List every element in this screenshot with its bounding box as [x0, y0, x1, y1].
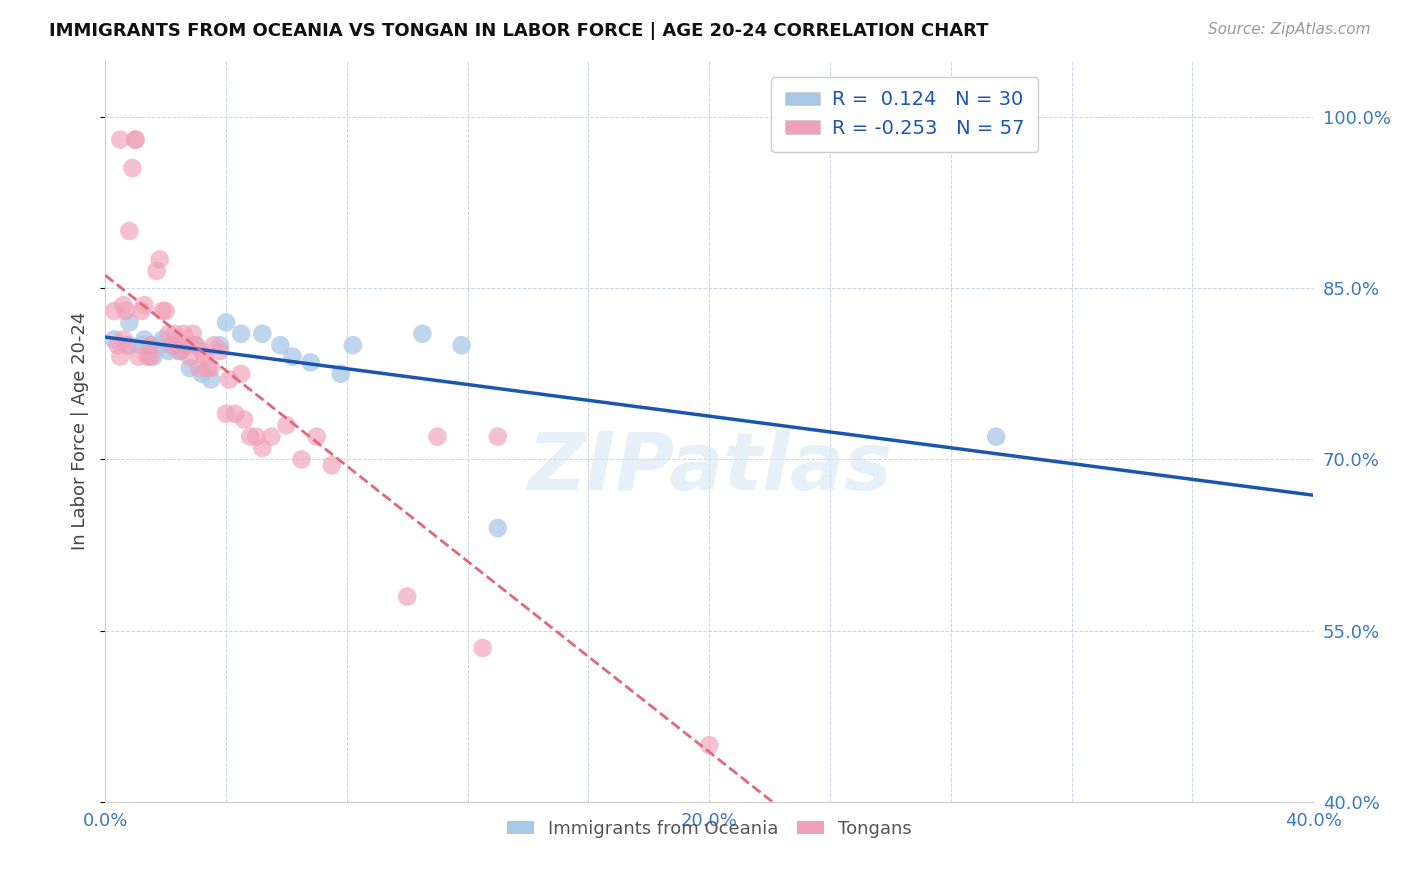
Point — [170, 343, 193, 358]
Point — [115, 304, 138, 318]
Point — [450, 338, 472, 352]
Point — [245, 430, 267, 444]
Point — [176, 338, 198, 352]
Point — [166, 343, 188, 358]
Point — [290, 452, 312, 467]
Point — [239, 430, 262, 444]
Point — [281, 350, 304, 364]
Point — [155, 304, 177, 318]
Point — [152, 333, 174, 347]
Point — [215, 407, 238, 421]
Point — [110, 132, 132, 146]
Point — [194, 350, 217, 364]
Point — [396, 590, 419, 604]
Point — [121, 161, 143, 176]
Point — [321, 458, 343, 473]
Point — [191, 367, 214, 381]
Point — [191, 343, 214, 358]
Point — [252, 441, 274, 455]
Point — [166, 338, 188, 352]
Point — [260, 430, 283, 444]
Point — [215, 315, 238, 329]
Point — [986, 430, 1008, 444]
Point — [148, 252, 170, 267]
Point — [200, 372, 222, 386]
Point — [115, 338, 138, 352]
Point — [145, 264, 167, 278]
Point — [486, 430, 509, 444]
Point — [127, 350, 149, 364]
Point — [173, 326, 195, 341]
Point — [112, 298, 135, 312]
Point — [202, 338, 225, 352]
Point — [118, 338, 141, 352]
Point — [471, 640, 494, 655]
Point — [208, 338, 231, 352]
Point — [170, 343, 193, 358]
Point — [184, 338, 207, 352]
Point — [224, 407, 246, 421]
Point — [139, 350, 162, 364]
Point — [197, 361, 219, 376]
Point — [252, 326, 274, 341]
Point — [157, 326, 180, 341]
Point — [184, 338, 207, 352]
Point — [112, 333, 135, 347]
Point — [160, 338, 183, 352]
Point — [110, 350, 132, 364]
Point — [697, 738, 720, 752]
Point — [105, 338, 128, 352]
Text: IMMIGRANTS FROM OCEANIA VS TONGAN IN LABOR FORCE | AGE 20-24 CORRELATION CHART: IMMIGRANTS FROM OCEANIA VS TONGAN IN LAB… — [49, 22, 988, 40]
Point — [131, 338, 153, 352]
Point — [152, 304, 174, 318]
Point — [305, 430, 328, 444]
Point — [229, 367, 252, 381]
Point — [276, 418, 298, 433]
Point — [103, 333, 125, 347]
Point — [160, 338, 183, 352]
Point — [229, 326, 252, 341]
Point — [131, 304, 153, 318]
Point — [233, 412, 256, 426]
Point — [118, 315, 141, 329]
Point — [118, 224, 141, 238]
Point — [218, 372, 240, 386]
Point — [179, 361, 201, 376]
Point — [299, 355, 322, 369]
Text: ZIPatlas: ZIPatlas — [527, 429, 891, 507]
Point — [269, 338, 291, 352]
Point — [411, 326, 433, 341]
Point — [136, 350, 159, 364]
Point — [208, 343, 231, 358]
Point — [134, 298, 156, 312]
Point — [200, 361, 222, 376]
Point — [139, 338, 162, 352]
Text: Source: ZipAtlas.com: Source: ZipAtlas.com — [1208, 22, 1371, 37]
Point — [181, 326, 204, 341]
Legend: Immigrants from Oceania, Tongans: Immigrants from Oceania, Tongans — [499, 813, 920, 846]
Point — [163, 326, 186, 341]
Y-axis label: In Labor Force | Age 20-24: In Labor Force | Age 20-24 — [72, 311, 89, 550]
Point — [187, 361, 209, 376]
Point — [426, 430, 449, 444]
Point — [486, 521, 509, 535]
Point — [124, 132, 146, 146]
Point — [103, 304, 125, 318]
Point — [134, 333, 156, 347]
Point — [142, 350, 165, 364]
Point — [329, 367, 352, 381]
Point — [179, 350, 201, 364]
Point — [148, 338, 170, 352]
Point — [342, 338, 364, 352]
Point — [157, 343, 180, 358]
Point — [124, 132, 146, 146]
Point — [139, 338, 162, 352]
